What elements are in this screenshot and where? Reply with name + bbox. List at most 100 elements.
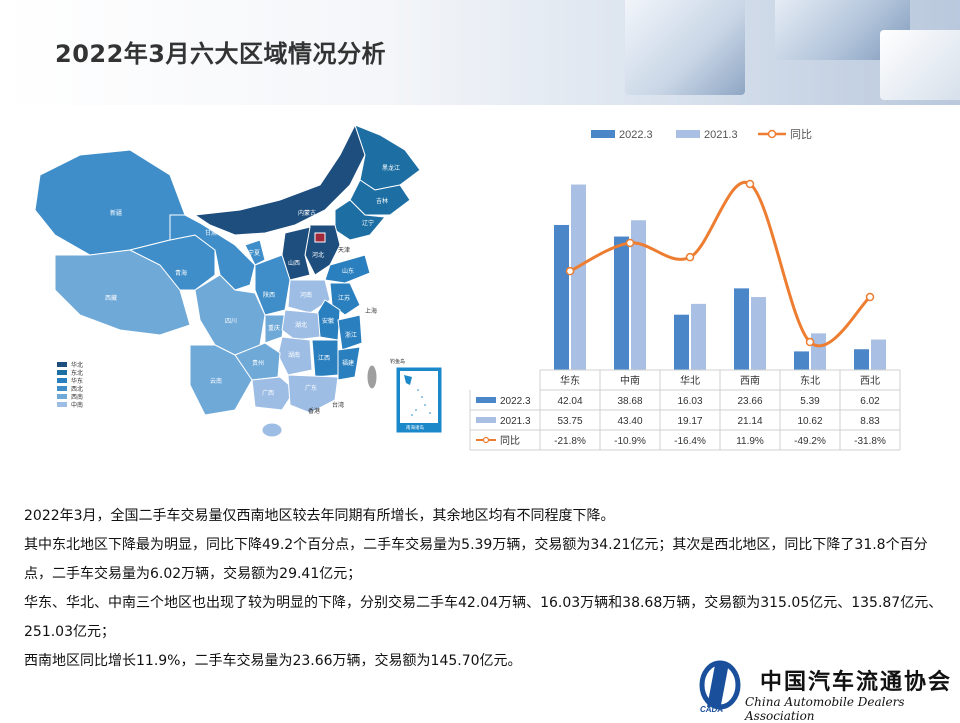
svg-text:广西: 广西 (262, 389, 274, 397)
svg-text:南海诸岛: 南海诸岛 (406, 424, 424, 431)
x-tick-label: 西北 (860, 375, 880, 387)
x-tick-label: 中南 (620, 374, 640, 387)
logo-english-name: China Automobile Dealers Association (745, 695, 905, 723)
x-tick-label: 西南 (740, 374, 760, 387)
map-legend: 华北 东北 华东 西北 西南 中南 (57, 360, 84, 409)
legend-swatch-2021 (676, 130, 700, 138)
map-legend-item: 华东 (57, 376, 84, 385)
map-legend-label: 中南 (71, 401, 84, 409)
province-guangdong (287, 374, 339, 414)
table-row-label: 2022.3 (500, 396, 531, 407)
map-legend-label: 华东 (71, 377, 84, 385)
svg-text:陕西: 陕西 (263, 291, 275, 299)
data-label: 6.02 (860, 396, 880, 407)
svg-text:贵州: 贵州 (252, 359, 264, 367)
province-inner-mongolia (193, 123, 366, 236)
svg-text:CADA: CADA (700, 705, 723, 714)
yoy-point (565, 266, 575, 276)
bar-2021 (751, 297, 766, 370)
page-title: 2022年3月六大区域情况分析 (55, 40, 386, 68)
legend-label-2021: 2021.3 (704, 129, 738, 141)
map-legend-item: 西南 (57, 392, 83, 401)
svg-text:西藏: 西藏 (105, 294, 117, 302)
province-liaoning (334, 199, 386, 241)
province-gansu (169, 214, 256, 291)
province-yunnan (189, 344, 253, 416)
svg-text:辽宁: 辽宁 (362, 219, 374, 227)
svg-text:甘肃: 甘肃 (205, 229, 217, 237)
logo-chinese-name: 中国汽车流通协会 (760, 669, 953, 695)
map-legend-swatch (57, 401, 67, 407)
legend-swatch-2022 (591, 130, 615, 138)
data-label: 10.62 (797, 416, 822, 427)
bar-2021 (571, 184, 586, 370)
province-taiwan (366, 364, 378, 390)
svg-text:钓鱼岛: 钓鱼岛 (390, 358, 405, 365)
svg-text:浙江: 浙江 (345, 331, 357, 339)
svg-text:河南: 河南 (300, 291, 312, 299)
bar-2022 (794, 351, 809, 370)
data-label: -10.9% (614, 436, 646, 447)
svg-text:天津: 天津 (338, 247, 350, 254)
table-key-2022 (476, 397, 496, 403)
svg-text:新疆: 新疆 (110, 209, 122, 217)
map-legend-item: 西北 (57, 384, 84, 393)
yoy-point (865, 292, 875, 302)
province-sichuan (194, 274, 266, 356)
map-legend-label: 华北 (71, 361, 84, 369)
svg-text:江西: 江西 (318, 355, 330, 362)
svg-text:云南: 云南 (210, 377, 222, 385)
south-sea-inset: 钓鱼岛 南海诸岛 (390, 358, 443, 434)
bar-2022 (614, 236, 629, 370)
svg-text:山东: 山东 (342, 267, 354, 275)
svg-text:四川: 四川 (225, 318, 237, 325)
data-label: 42.04 (557, 396, 582, 407)
paragraph-3: 华东、华北、中南三个地区也出现了较为明显的下降，分别交易二手车42.04万辆、1… (24, 595, 943, 640)
x-tick-label: 华东 (560, 374, 580, 387)
yoy-point (745, 179, 755, 189)
map-legend-label: 西北 (71, 385, 84, 393)
data-label: 38.68 (617, 396, 642, 407)
svg-text:吉林: 吉林 (376, 197, 388, 205)
province-xinjiang (34, 149, 186, 256)
data-label: 23.66 (737, 396, 762, 407)
bar-2022 (854, 349, 869, 370)
svg-text:重庆: 重庆 (268, 324, 280, 332)
table-row-label: 同比 (500, 435, 520, 447)
data-label: 21.14 (737, 416, 762, 427)
bar-2021 (871, 339, 886, 370)
svg-text:广东: 广东 (305, 384, 317, 392)
svg-text:湖北: 湖北 (295, 321, 307, 329)
map-legend-swatch (57, 385, 67, 391)
map-legend-item: 东北 (57, 368, 83, 377)
province-shandong (324, 254, 371, 284)
map-legend-swatch (57, 393, 67, 399)
bar-2022 (554, 224, 569, 370)
yoy-point (685, 252, 695, 262)
province-guangxi (251, 376, 296, 411)
svg-text:江苏: 江苏 (338, 294, 350, 302)
svg-text:安徽: 安徽 (322, 317, 334, 325)
table-key-yoy-marker (482, 436, 490, 444)
province-jiangsu (329, 282, 361, 316)
province-ningxia (244, 239, 266, 266)
paragraph-2: 其中东北地区下降最为明显，同比下降49.2个百分点，二手车交易量为5.39万辆，… (24, 537, 928, 582)
data-label: -21.8% (554, 436, 586, 447)
header-banner (0, 0, 960, 105)
data-label: 19.17 (677, 416, 702, 427)
svg-text:青海: 青海 (175, 269, 187, 277)
map-legend-swatch (57, 369, 67, 375)
data-label: 53.75 (557, 416, 582, 427)
map-legend-item: 华北 (57, 360, 84, 369)
map-legend-swatch (57, 361, 67, 367)
analysis-text: 2022年3月，全国二手车交易量仅西南地区较去年同期有所增长，其余地区均有不同程… (24, 502, 944, 676)
data-label: -16.4% (674, 436, 706, 447)
svg-text:香港: 香港 (308, 407, 320, 415)
cada-logo: CADA (695, 655, 950, 715)
data-label: 16.03 (677, 396, 702, 407)
bar-2022 (674, 314, 689, 370)
map-svg: 新疆 西藏 青海 甘肃 内蒙古 黑龙江 吉林 辽宁 天津 河北 山西 山东 陕西… (34, 123, 443, 438)
svg-text:福建: 福建 (342, 359, 354, 367)
data-label: 11.9% (736, 436, 764, 447)
bar-2022 (734, 288, 749, 370)
